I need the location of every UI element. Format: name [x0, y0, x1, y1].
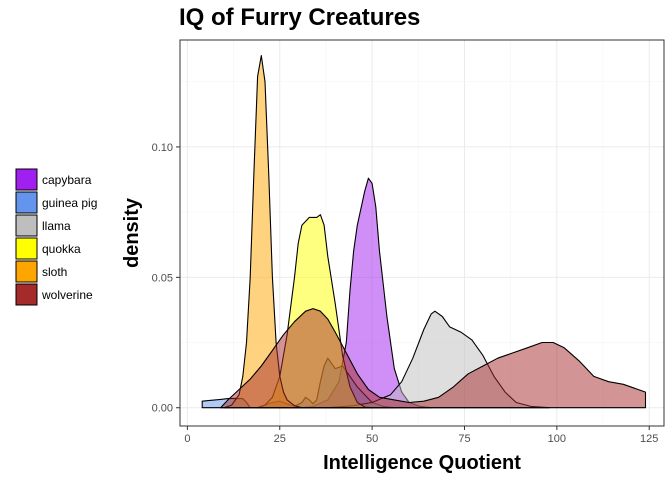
legend-key-wolverine	[15, 283, 38, 306]
x-tick-label: 125	[640, 433, 658, 445]
legend-label-sloth: sloth	[42, 265, 67, 279]
y-tick-label: 0.05	[152, 272, 173, 284]
y-tick-label: 0.00	[152, 403, 173, 415]
x-tick-label: 25	[274, 433, 286, 445]
x-tick-label: 0	[184, 433, 190, 445]
density-wolverine	[220, 308, 647, 409]
legend-label-quokka: quokka	[42, 242, 81, 256]
legend-key-capybara	[15, 168, 38, 191]
legend-key-quokka	[15, 237, 38, 260]
plot-border	[179, 39, 665, 427]
x-axis-title: Intelligence Quotient	[323, 452, 521, 474]
x-tick-label: 75	[458, 433, 470, 445]
chart-title: IQ of Furry Creatures	[179, 4, 420, 31]
legend: capybara guinea pig llama quokka sloth wolver…	[15, 168, 97, 306]
legend-key-sloth	[15, 260, 38, 283]
legend-label-capybara: capybara	[42, 173, 92, 187]
legend-label-llama: llama	[42, 219, 71, 233]
legend-key-guinea-pig	[15, 191, 38, 214]
y-axis-title: density	[121, 197, 143, 268]
legend-label-wolverine: wolverine	[41, 288, 93, 302]
y-tick-label: 0.10	[152, 142, 173, 154]
legend-label-guinea-pig: guinea pig	[42, 196, 97, 210]
legend-key-llama	[15, 214, 38, 237]
density-series	[201, 55, 647, 409]
y-axis: 0.00 0.05 0.10	[152, 142, 180, 415]
x-tick-label: 100	[548, 433, 566, 445]
x-axis: 0 25 50 75 100 125	[184, 426, 658, 445]
x-tick-label: 50	[366, 433, 378, 445]
